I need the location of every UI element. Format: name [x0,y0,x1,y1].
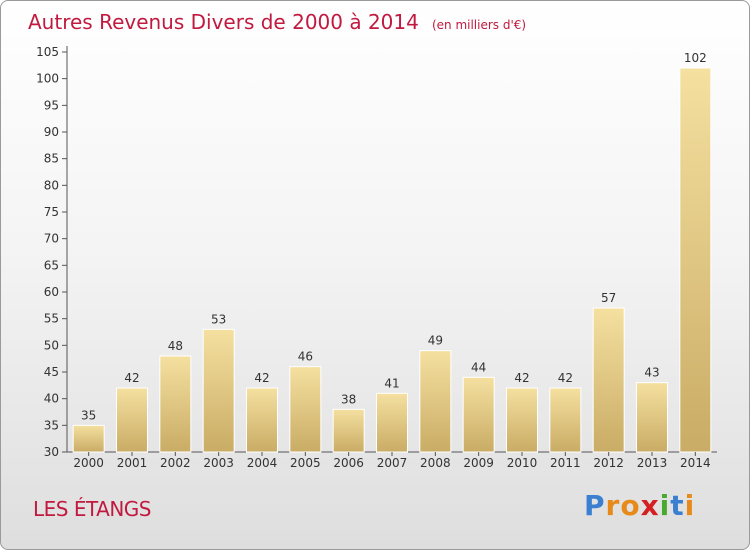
logo-letter: r [605,489,621,522]
logo-letter: P [584,489,606,522]
chart-title: Autres Revenus Divers de 2000 à 2014 [28,10,419,34]
bar-value-label: 42 [514,371,529,385]
bar-2009 [462,376,495,453]
x-tick-label: 2011 [550,456,581,470]
y-tick-label: 70 [44,232,59,246]
bar-value-label: 49 [428,334,443,348]
x-tick-label: 2008 [420,456,451,470]
chart-unit: (en milliers d'€) [431,18,527,32]
x-tick-label: 2002 [160,456,191,470]
y-tick-label: 65 [44,258,59,272]
bar-2002 [159,355,192,453]
bar-value-label: 53 [211,312,226,326]
y-tick-label: 40 [44,392,59,406]
x-tick-label: 2005 [290,456,321,470]
bar-value-label: 43 [644,366,659,380]
title-row: Autres Revenus Divers de 2000 à 2014 (en… [28,10,526,34]
bar-2011 [549,387,582,453]
bar-value-label: 46 [298,350,313,364]
bar-2005 [289,366,322,453]
bar-2007 [376,392,408,453]
bar-2000 [72,424,105,453]
bar-value-label: 102 [684,51,707,65]
y-tick-label: 100 [36,72,59,86]
logo-letter: x [640,489,660,522]
place-name: LES ÉTANGS [33,497,151,521]
bar-value-label: 42 [124,371,139,385]
logo-letter: i [659,489,671,522]
bar-2008 [419,350,452,453]
x-tick-label: 2004 [247,456,278,470]
bar-2010 [506,387,538,453]
y-tick-label: 55 [44,312,59,326]
x-tick-label: 2003 [203,456,234,470]
proxiti-logo: Proxiti [584,489,695,522]
y-tick-label: 50 [44,338,59,352]
bar-2013 [636,382,668,453]
x-tick-label: 2009 [463,456,494,470]
y-tick-label: 80 [44,178,59,192]
bar-2003 [202,328,235,453]
bar-2004 [246,387,278,453]
bar-value-label: 44 [471,360,486,374]
x-tick-label: 2013 [637,456,668,470]
x-tick-label: 2006 [333,456,364,470]
x-tick-label: 2001 [117,456,148,470]
x-tick-label: 2014 [680,456,711,470]
bar-2001 [116,387,148,453]
x-tick-label: 2012 [593,456,624,470]
bar-value-label: 48 [168,339,183,353]
bar-value-label: 42 [558,371,573,385]
y-tick-label: 105 [36,45,59,59]
y-tick-label: 95 [44,98,59,112]
y-tick-label: 85 [44,152,59,166]
bar-value-label: 57 [601,291,616,305]
bar-value-label: 41 [384,376,399,390]
y-tick-label: 30 [44,445,59,459]
y-tick-label: 75 [44,205,59,219]
x-tick-label: 2000 [73,456,104,470]
logo-letter: t [670,489,685,522]
logo-letter: o [620,489,641,522]
bar-value-label: 38 [341,392,356,406]
x-tick-label: 2010 [507,456,538,470]
logo-letter: i [684,489,696,522]
bar-2014 [679,67,712,453]
bar-value-label: 35 [81,408,96,422]
y-tick-label: 45 [44,365,59,379]
x-tick-label: 2007 [377,456,408,470]
y-tick-label: 90 [44,125,59,139]
bar-2012 [592,307,625,453]
y-tick-label: 35 [44,418,59,432]
y-tick-label: 60 [44,285,59,299]
bar-2006 [332,408,365,453]
bar-value-label: 42 [254,371,269,385]
